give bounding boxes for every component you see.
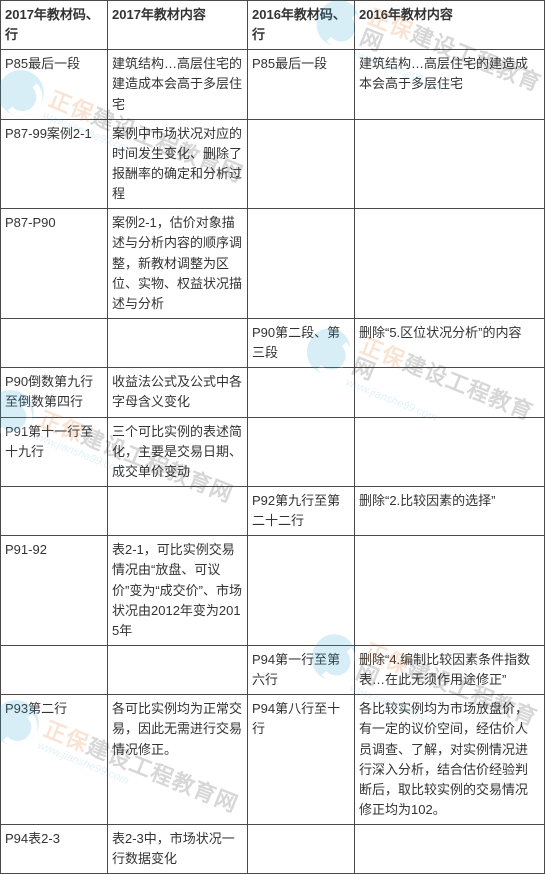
table-row: P85最后一段建筑结构…高层住宅的建造成本会高于多层住宅P85最后一段建筑结构…… (1, 50, 545, 119)
cell-c0 (1, 645, 108, 694)
table-row: P93第二行各可比实例均为正常交易，因此无需进行交易情况修正。P94第八行至十行… (1, 695, 545, 825)
cell-c3 (355, 417, 545, 486)
cell-c3 (355, 119, 545, 209)
table-row: P87-99案例2-1案例中市场状况对应的时间发生变化、删除了报酬率的确定和分析… (1, 119, 545, 209)
table-row: P91第十一行至十九行三个可比实例的表述简化，主要是交易日期、成交单价变动 (1, 417, 545, 486)
comparison-table: 2017年教材码、行 2017年教材内容 2016年教材码、行 2016年教材内… (0, 0, 545, 874)
cell-c1 (108, 318, 248, 367)
cell-c0: P91-92 (1, 536, 108, 646)
table-row: P94第一行至第六行删除“4.编制比较因素条件指数表…在此无须作用途修正” (1, 645, 545, 694)
cell-c2: P85最后一段 (248, 50, 355, 119)
cell-c3: 删除“4.编制比较因素条件指数表…在此无须作用途修正” (355, 645, 545, 694)
cell-c0 (1, 486, 108, 535)
cell-c0: P94表2-3 (1, 825, 108, 874)
table-row: P91-92表2-1，可比实例交易情况由“放盘、可议价”变为“成交价”、市场状况… (1, 536, 545, 646)
cell-c0: P91第十一行至十九行 (1, 417, 108, 486)
table-header-row: 2017年教材码、行 2017年教材内容 2016年教材码、行 2016年教材内… (1, 1, 545, 50)
cell-c3: 删除“2.比较因素的选择” (355, 486, 545, 535)
cell-c1: 三个可比实例的表述简化，主要是交易日期、成交单价变动 (108, 417, 248, 486)
table-row: P94表2-3表2-3中，市场状况一行数据变化 (1, 825, 545, 874)
cell-c0: P87-P90 (1, 209, 108, 319)
cell-c2 (248, 209, 355, 319)
table-row: P92第九行至第二十二行删除“2.比较因素的选择” (1, 486, 545, 535)
cell-c2 (248, 825, 355, 874)
cell-c1: 收益法公式及公式中各字母含义变化 (108, 368, 248, 417)
header-2017-content: 2017年教材内容 (108, 1, 248, 50)
cell-c1: 表2-1，可比实例交易情况由“放盘、可议价”变为“成交价”、市场状况由2012年… (108, 536, 248, 646)
header-2016-code: 2016年教材码、行 (248, 1, 355, 50)
cell-c2: P94第一行至第六行 (248, 645, 355, 694)
cell-c3 (355, 825, 545, 874)
cell-c1: 案例中市场状况对应的时间发生变化、删除了报酬率的确定和分析过程 (108, 119, 248, 209)
cell-c2: P92第九行至第二十二行 (248, 486, 355, 535)
cell-c2 (248, 417, 355, 486)
table-row: P87-P90案例2-1，估价对象描述与分析内容的顺序调整，新教材调整为区位、实… (1, 209, 545, 319)
cell-c1: 表2-3中，市场状况一行数据变化 (108, 825, 248, 874)
cell-c3 (355, 536, 545, 646)
cell-c2: P94第八行至十行 (248, 695, 355, 825)
cell-c3: 各比较实例均为市场放盘价，有一定的议价空间，经估价人员调查、了解，对实例情况进行… (355, 695, 545, 825)
cell-c1 (108, 486, 248, 535)
table-row: P90倒数第九行至倒数第四行收益法公式及公式中各字母含义变化 (1, 368, 545, 417)
cell-c1: 各可比实例均为正常交易，因此无需进行交易情况修正。 (108, 695, 248, 825)
cell-c1 (108, 645, 248, 694)
cell-c0 (1, 318, 108, 367)
cell-c3 (355, 368, 545, 417)
cell-c1: 案例2-1，估价对象描述与分析内容的顺序调整，新教材调整为区位、实物、权益状况描… (108, 209, 248, 319)
cell-c0: P90倒数第九行至倒数第四行 (1, 368, 108, 417)
table-row: P90第二段、第三段删除“5.区位状况分析”的内容 (1, 318, 545, 367)
cell-c2: P90第二段、第三段 (248, 318, 355, 367)
cell-c2 (248, 119, 355, 209)
cell-c3 (355, 209, 545, 319)
cell-c2 (248, 368, 355, 417)
cell-c3: 删除“5.区位状况分析”的内容 (355, 318, 545, 367)
cell-c2 (248, 536, 355, 646)
header-2017-code: 2017年教材码、行 (1, 1, 108, 50)
cell-c3: 建筑结构…高层住宅的建造成本会高于多层住宅 (355, 50, 545, 119)
cell-c0: P85最后一段 (1, 50, 108, 119)
cell-c0: P93第二行 (1, 695, 108, 825)
header-2016-content: 2016年教材内容 (355, 1, 545, 50)
cell-c0: P87-99案例2-1 (1, 119, 108, 209)
cell-c1: 建筑结构…高层住宅的建造成本会高于多层住宅 (108, 50, 248, 119)
